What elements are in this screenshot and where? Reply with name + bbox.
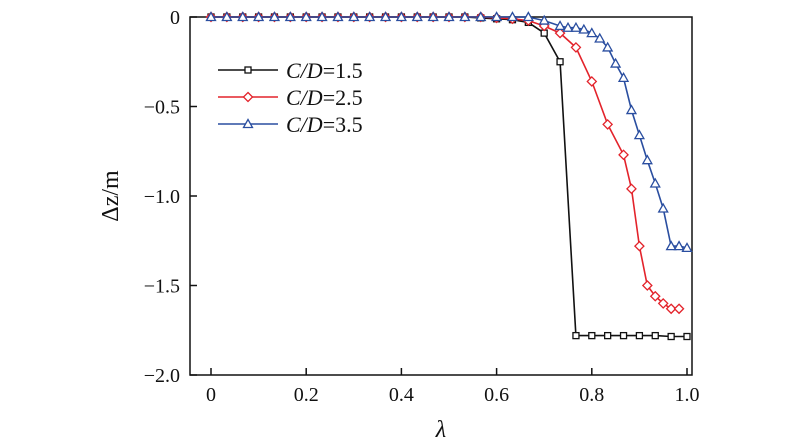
- data-point: [221, 11, 233, 22]
- x-tick-label: 0: [206, 384, 216, 406]
- data-point: [364, 11, 376, 22]
- data-point: [570, 42, 582, 53]
- data-point: [300, 11, 312, 22]
- data-point: [602, 41, 614, 52]
- axis-ticks: 0 0.2 0.4 0.6 0.8 1.0 0 −0.5 −1.0 −1.5 −2.0: [144, 7, 700, 406]
- data-point: [332, 11, 344, 22]
- data-point: [586, 76, 598, 87]
- data-point: [635, 331, 644, 340]
- data-point: [586, 27, 598, 38]
- data-point: [641, 154, 653, 165]
- data-point: [625, 104, 638, 115]
- legend-marker: [244, 66, 252, 74]
- data-point: [316, 11, 328, 22]
- data-point: [588, 331, 596, 340]
- data-point: [665, 303, 677, 315]
- data-point: [657, 202, 669, 213]
- data-point: [602, 118, 614, 130]
- data-point: [609, 57, 622, 68]
- data-point: [657, 297, 669, 309]
- legend-label: C/D=1.5: [286, 58, 363, 83]
- data-point: [411, 11, 423, 22]
- data-point: [572, 331, 580, 340]
- data-point: [617, 72, 630, 83]
- series-line: [211, 16, 688, 249]
- data-point: [395, 11, 408, 22]
- data-point: [673, 240, 685, 251]
- data-point: [252, 11, 265, 22]
- y-tick-label: −0.5: [144, 97, 180, 119]
- data-point: [633, 129, 646, 140]
- legend-item-3: C/D=3.5: [218, 112, 363, 137]
- data-point: [522, 11, 534, 22]
- data-point: [667, 332, 675, 341]
- data-point: [570, 21, 582, 32]
- data-point: [554, 20, 566, 31]
- legend-marker: [242, 91, 254, 103]
- y-axis-label: Δz/m: [98, 170, 124, 222]
- legend: C/D=1.5C/D=2.5C/D=3.5: [218, 58, 363, 137]
- legend-label: C/D=3.5: [286, 112, 363, 137]
- data-point: [626, 183, 637, 195]
- x-tick-label: 0.8: [579, 384, 604, 406]
- series-line: [211, 16, 680, 310]
- data-point: [475, 11, 487, 22]
- data-point: [556, 58, 564, 66]
- series-3: [205, 11, 693, 253]
- data-point: [651, 331, 659, 340]
- x-tick-label: 1.0: [675, 384, 700, 406]
- data-point: [459, 11, 471, 22]
- data-point: [237, 11, 249, 22]
- data-point: [681, 242, 693, 253]
- series-layer: [205, 11, 693, 341]
- data-point: [562, 21, 574, 32]
- data-point: [649, 177, 661, 188]
- data-point: [443, 11, 455, 22]
- data-point: [683, 332, 691, 341]
- data-point: [379, 11, 392, 22]
- data-point: [538, 14, 550, 25]
- x-tick-label: 0.6: [484, 384, 509, 406]
- data-point: [641, 280, 653, 291]
- data-point: [490, 11, 503, 22]
- data-point: [284, 11, 296, 22]
- data-point: [619, 331, 628, 340]
- legend-item-2: C/D=2.5: [218, 85, 363, 110]
- data-point: [673, 303, 685, 315]
- data-point: [649, 290, 661, 302]
- data-point: [205, 11, 217, 22]
- data-point: [618, 149, 629, 161]
- data-point: [633, 240, 645, 252]
- data-point: [348, 11, 360, 22]
- data-point: [665, 240, 677, 251]
- legend-label: C/D=2.5: [286, 85, 363, 110]
- legend-marker: [242, 118, 254, 129]
- data-point: [506, 11, 519, 22]
- data-point: [578, 23, 590, 34]
- x-tick-label: 0.4: [389, 384, 414, 406]
- legend-item-1: C/D=1.5: [218, 58, 363, 83]
- y-tick-label: −1.0: [144, 186, 180, 208]
- data-point: [427, 11, 439, 22]
- data-point: [268, 11, 281, 22]
- y-tick-label: −1.5: [144, 276, 180, 298]
- data-point: [594, 32, 606, 43]
- y-tick-label: −2.0: [144, 365, 180, 387]
- y-tick-label: 0: [170, 7, 180, 29]
- data-point: [604, 331, 612, 340]
- x-tick-label: 0.2: [294, 384, 319, 406]
- x-axis-label: λ: [435, 417, 446, 443]
